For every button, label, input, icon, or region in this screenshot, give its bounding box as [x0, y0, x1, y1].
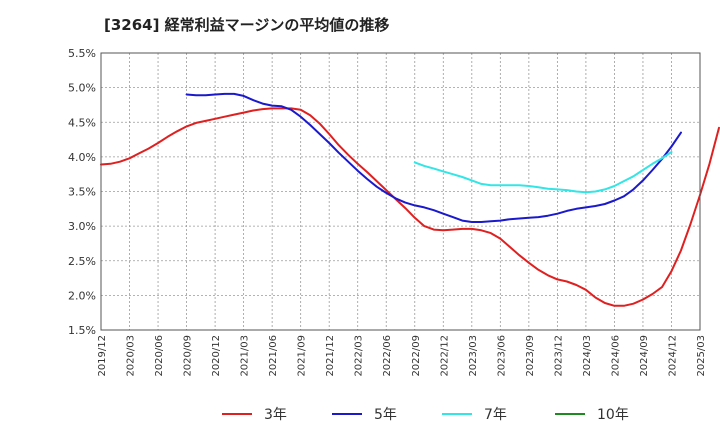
- legend: 3年 5年 7年 10年: [222, 407, 629, 423]
- legend-label-4: 10年: [597, 407, 629, 423]
- x-axis-ticks: 2019/12 2020/03 2020/06 2020/09 2020/12 2021/…: [97, 335, 707, 377]
- x-tick-label: 2024/09: [639, 335, 650, 377]
- y-tick-label: 5.5%: [68, 47, 96, 60]
- y-tick-label: 3.0%: [68, 220, 96, 233]
- x-tick-label: 2024/03: [582, 335, 593, 377]
- x-tick-label: 2023/06: [496, 335, 507, 377]
- x-tick-label: 2023/09: [525, 335, 536, 377]
- x-tick-label: 2021/03: [240, 335, 251, 377]
- y-axis-ticks: 5.5% 5.0% 4.5% 4.0% 3.5% 3.0% 2.5% 2.0% 1.5%: [68, 47, 96, 337]
- x-tick-label: 2022/09: [411, 335, 422, 377]
- y-tick-label: 4.5%: [68, 116, 96, 129]
- x-tick-label: 2024/12: [667, 335, 678, 377]
- x-tick-label: 2023/12: [553, 335, 564, 377]
- legend-label-1: 3年: [264, 407, 287, 423]
- x-tick-label: 2022/06: [382, 335, 393, 377]
- y-tick-label: 2.5%: [68, 255, 96, 268]
- x-tick-label: 2024/06: [610, 335, 621, 377]
- x-tick-label: 2021/12: [325, 335, 336, 377]
- x-tick-label: 2020/12: [211, 335, 222, 377]
- y-tick-label: 3.5%: [68, 186, 96, 199]
- series-lines: [100, 92, 720, 307]
- x-tick-label: 2020/03: [126, 335, 137, 377]
- y-tick-label: 4.0%: [68, 151, 96, 164]
- y-tick-label: 2.0%: [68, 289, 96, 302]
- x-tick-label: 2021/09: [297, 335, 308, 377]
- x-tick-label: 2025/03: [696, 335, 707, 377]
- chart-title: [3264] 経常利益マージンの平均値の推移: [104, 16, 390, 34]
- series-line-1: [100, 107, 720, 307]
- plot-frame: [100, 52, 701, 331]
- legend-label-3: 7年: [484, 407, 507, 423]
- series-line-2: [185, 92, 682, 223]
- x-tick-label: 2019/12: [97, 335, 108, 377]
- x-tick-label: 2020/09: [183, 335, 194, 377]
- x-tick-label: 2023/03: [468, 335, 479, 377]
- x-tick-label: 2021/06: [268, 335, 279, 377]
- x-tick-label: 2022/12: [439, 335, 450, 377]
- x-tick-label: 2020/06: [154, 335, 165, 377]
- y-tick-label: 5.0%: [68, 82, 96, 95]
- legend-label-2: 5年: [374, 407, 397, 423]
- x-tick-label: 2022/03: [354, 335, 365, 377]
- y-tick-label: 1.5%: [68, 324, 96, 337]
- series-line-3: [413, 151, 673, 194]
